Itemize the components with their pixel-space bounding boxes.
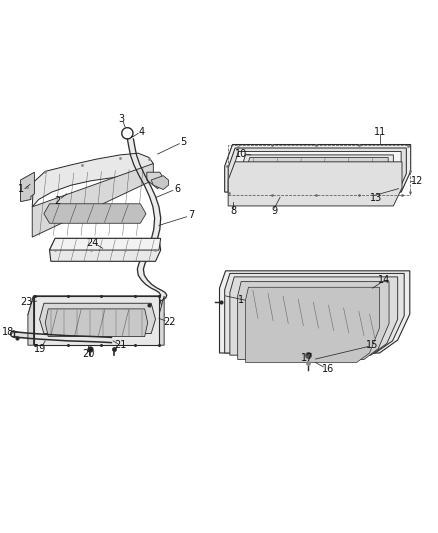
Text: 13: 13 — [370, 193, 382, 203]
Polygon shape — [32, 153, 153, 207]
Polygon shape — [225, 144, 411, 192]
Polygon shape — [228, 148, 406, 193]
Text: 5: 5 — [180, 137, 187, 147]
Polygon shape — [245, 287, 379, 362]
Polygon shape — [28, 296, 34, 345]
Text: 11: 11 — [374, 127, 386, 138]
Text: 1: 1 — [238, 295, 244, 305]
Polygon shape — [32, 164, 153, 237]
Text: 20: 20 — [82, 349, 95, 359]
Text: 7: 7 — [188, 211, 194, 221]
Text: 4: 4 — [138, 126, 145, 136]
Bar — [228, 144, 410, 195]
Polygon shape — [34, 296, 159, 345]
Polygon shape — [39, 303, 155, 334]
Text: 6: 6 — [174, 184, 180, 193]
Polygon shape — [238, 281, 389, 359]
Text: 23: 23 — [21, 297, 33, 307]
Polygon shape — [219, 271, 410, 353]
Text: 17: 17 — [300, 353, 313, 363]
Polygon shape — [151, 176, 169, 190]
Text: 16: 16 — [321, 365, 334, 375]
Polygon shape — [225, 273, 404, 353]
Polygon shape — [28, 296, 164, 315]
Polygon shape — [230, 277, 398, 355]
Polygon shape — [49, 238, 161, 261]
Text: 9: 9 — [272, 206, 278, 216]
Text: 15: 15 — [367, 340, 379, 350]
Polygon shape — [244, 158, 388, 200]
Polygon shape — [159, 296, 164, 345]
Polygon shape — [233, 151, 401, 195]
Text: 24: 24 — [87, 238, 99, 248]
Polygon shape — [240, 155, 393, 197]
Text: 18: 18 — [2, 327, 14, 337]
Text: 22: 22 — [163, 317, 176, 327]
Polygon shape — [45, 309, 148, 336]
Polygon shape — [49, 238, 161, 250]
Text: 12: 12 — [411, 176, 424, 186]
Text: 19: 19 — [33, 344, 46, 354]
Text: 3: 3 — [118, 114, 124, 124]
Text: 1: 1 — [18, 184, 24, 193]
Text: 10: 10 — [235, 149, 247, 159]
Polygon shape — [21, 172, 35, 201]
Text: 8: 8 — [230, 206, 237, 216]
Text: 21: 21 — [114, 340, 126, 350]
Text: 14: 14 — [378, 276, 390, 285]
Polygon shape — [44, 204, 146, 223]
Polygon shape — [147, 172, 163, 189]
Polygon shape — [228, 162, 402, 206]
Text: 2: 2 — [54, 196, 60, 206]
